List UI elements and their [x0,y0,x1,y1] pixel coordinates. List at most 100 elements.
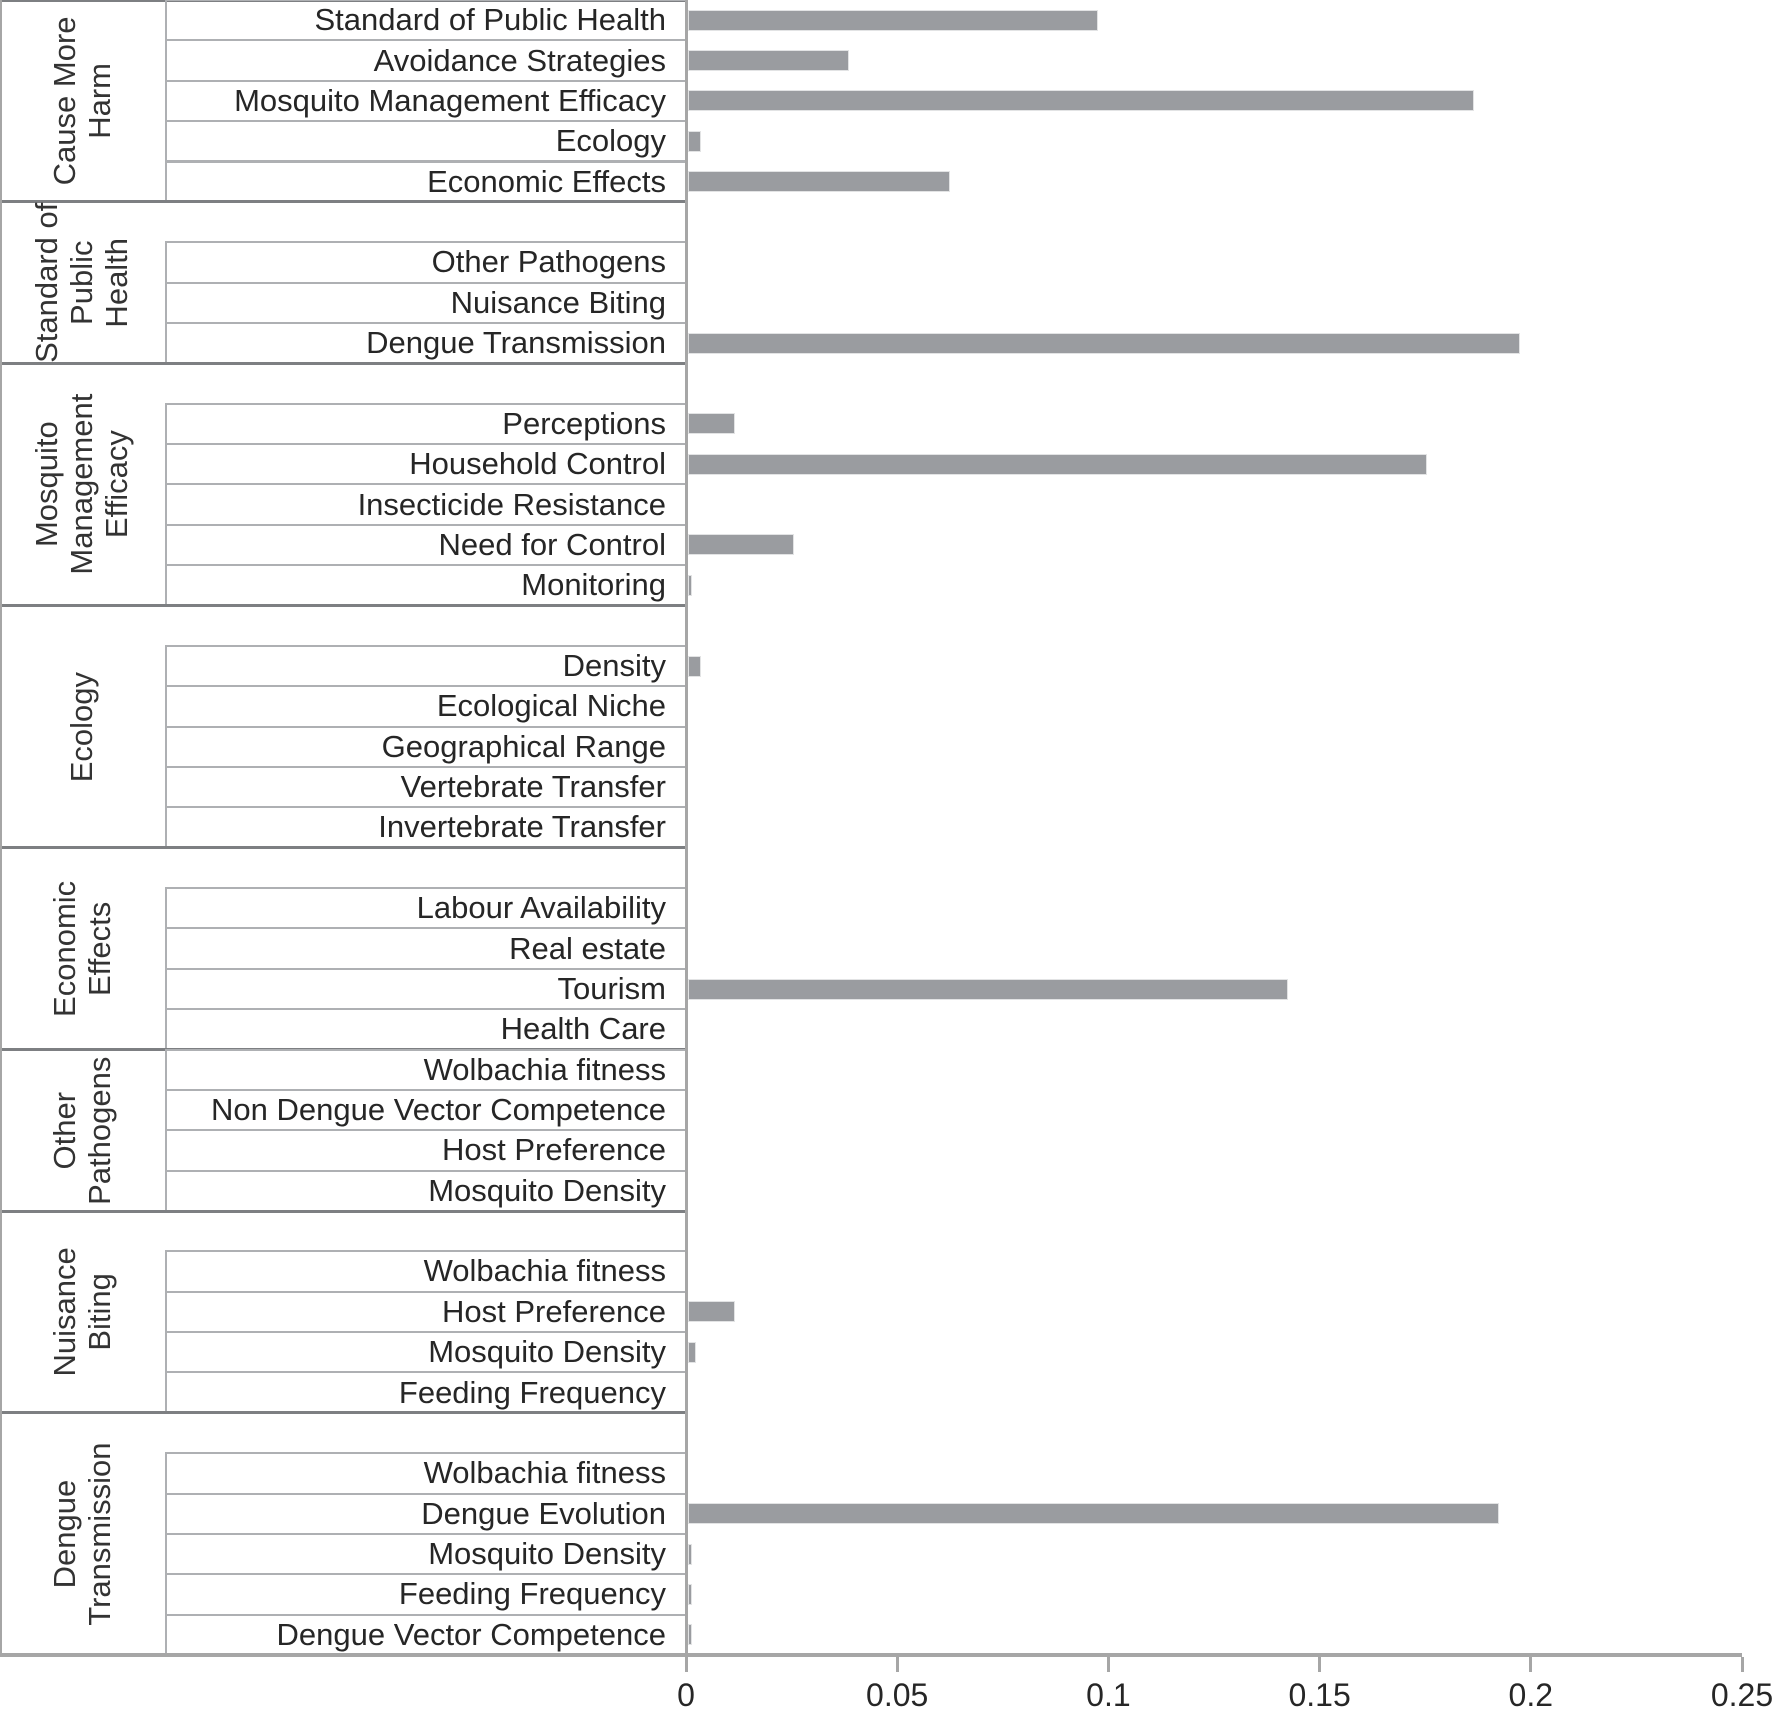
group-label: Other Pathogens [46,1056,117,1205]
category-label: Perceptions [165,402,688,446]
category-label-text: Standard of Public Health [314,2,666,38]
bar [688,534,794,556]
category-label: Standard of Public Health [165,0,688,42]
group-label: Dengue Transmission [46,1442,117,1626]
category-label-text: Dengue Transmission [366,325,666,361]
x-axis-tick-label: 0.2 [1508,1677,1554,1713]
category-label: Monitoring [165,564,688,607]
bar [688,1503,1499,1525]
group-label: Mosquito Management Efficacy [29,393,134,575]
bar [688,171,950,193]
category-label: Geographical Range [165,725,688,768]
category-label-text: Household Control [409,446,666,482]
x-axis-tick [1740,1657,1744,1672]
category-label: Other Pathogens [165,241,688,284]
category-label: Mosquito Density [165,1331,688,1374]
category-label-text: Tourism [557,970,666,1006]
bar [688,1624,693,1646]
bar [688,413,735,435]
bar [688,655,701,677]
category-label: Labour Availability [165,887,688,930]
y-axis-line [685,0,688,1655]
x-axis-tick [684,1657,688,1672]
category-label-text: Insecticide Resistance [357,486,666,522]
group-label: Standard of Public Health [29,202,134,363]
category-label-text: Ecology [555,123,666,159]
category-label: Dengue Transmission [165,321,688,365]
bar [688,574,693,596]
chart-left-frame-line [0,0,2,1655]
category-label: Wolbachia fitness [165,1250,688,1293]
category-label-text: Nuisance Biting [450,284,666,320]
category-label-text: Dengue Evolution [421,1495,666,1531]
category-label: Host Preference [165,1129,688,1172]
category-label-text: Perceptions [502,405,666,441]
category-label-text: Ecological Niche [436,688,666,724]
category-label: Nuisance Biting [165,281,688,324]
category-label-text: Avoidance Strategies [373,42,666,78]
category-label: Avoidance Strategies [165,39,688,82]
x-axis-tick [1106,1657,1110,1672]
category-label-text: Wolbachia fitness [423,1455,666,1491]
category-label: Need for Control [165,523,688,567]
category-label: Mosquito Density [165,1169,688,1212]
category-label-text: Wolbachia fitness [423,1051,666,1087]
category-label: Host Preference [165,1290,688,1334]
category-label-text: Non Dengue Vector Competence [211,1092,666,1128]
category-label: Feeding Frequency [165,1371,688,1414]
x-axis-line [0,1653,1742,1657]
bar [688,1543,693,1565]
category-label-text: Mosquito Density [428,1172,666,1208]
category-label-text: Mosquito Management Efficacy [234,82,666,118]
group-separator-line [0,604,686,607]
bar [688,332,1521,354]
category-label-text: Health Care [500,1011,666,1047]
bar [688,978,1288,1000]
category-label-text: Mosquito Density [428,1536,666,1572]
category-label: Ecology [165,120,688,163]
category-label: Household Control [165,443,688,486]
category-label-text: Economic Effects [427,163,666,199]
category-label-text: Host Preference [442,1293,666,1329]
x-axis-tick-label: 0.25 [1710,1677,1772,1713]
category-label-text: Labour Availability [416,890,666,926]
x-axis-tick-label: 0 [677,1677,695,1713]
group-label: Cause More Harm [46,16,117,186]
category-label: Vertebrate Transfer [165,766,688,809]
group-label: Nuisance Biting [46,1247,117,1377]
category-label-text: Need for Control [438,526,666,562]
category-label-text: Wolbachia fitness [423,1253,666,1289]
category-label: Insecticide Resistance [165,483,688,526]
x-axis-tick [895,1657,899,1672]
category-label: Mosquito Density [165,1532,688,1576]
group-separator-line [0,200,686,204]
x-axis-tick [1529,1657,1533,1672]
category-label: Tourism [165,967,688,1011]
bar [688,9,1098,31]
bar [688,90,1474,112]
x-axis-tick-label: 0.05 [866,1677,929,1713]
category-label: Wolbachia fitness [165,1452,688,1495]
group-separator-line [0,1411,686,1415]
bar [688,130,701,152]
category-label-text: Dengue Vector Competence [276,1616,666,1652]
category-label-text: Invertebrate Transfer [378,809,666,845]
category-label: Dengue Vector Competence [165,1613,688,1656]
category-label: Invertebrate Transfer [165,806,688,849]
bar [688,453,1428,475]
x-axis-tick-label: 0.1 [1086,1677,1131,1713]
category-label-text: Other Pathogens [431,244,666,280]
category-label-text: Geographical Range [381,728,666,764]
category-label-text: Monitoring [521,567,666,603]
group-separator-line [0,1209,686,1213]
category-label: Real estate [165,927,688,970]
category-label-text: Vertebrate Transfer [400,769,666,805]
bar [688,1584,693,1605]
group-label: Ecology [64,671,100,782]
group-separator-line [0,846,686,850]
category-label: Wolbachia fitness [165,1048,688,1091]
x-axis-tick-label: 0.15 [1288,1677,1351,1713]
category-label: Feeding Frequency [165,1573,688,1616]
category-label: Density [165,644,688,688]
